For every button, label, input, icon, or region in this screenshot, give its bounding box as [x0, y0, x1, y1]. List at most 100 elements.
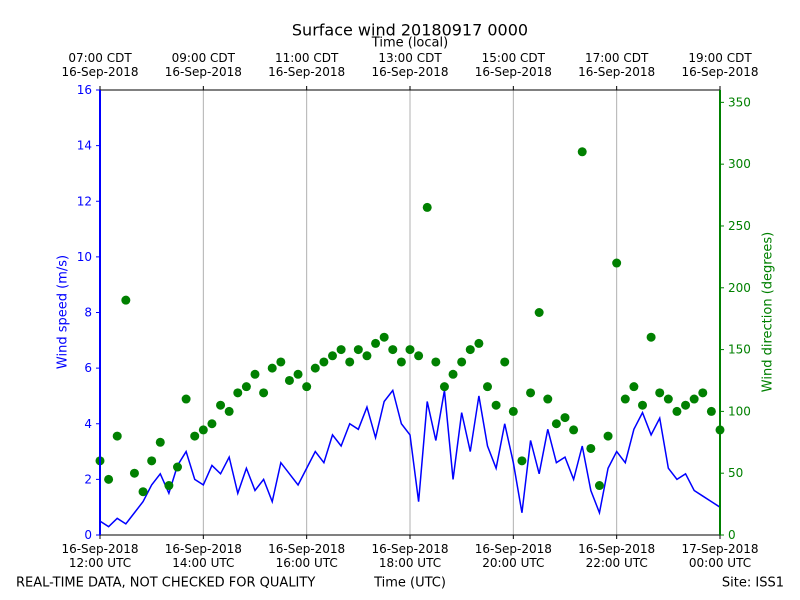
direction-dot — [439, 382, 449, 392]
direction-dot — [396, 357, 406, 367]
direction-dot — [465, 345, 475, 355]
direction-dot — [353, 345, 363, 355]
direction-dot — [638, 400, 647, 410]
direction-dot — [612, 258, 622, 268]
direction-dot — [328, 351, 337, 361]
direction-dot — [405, 345, 415, 355]
direction-dot — [302, 382, 312, 392]
direction-dot — [551, 419, 561, 429]
y-tick-label: 6 — [84, 361, 92, 375]
direction-dot — [534, 308, 544, 317]
x-tick-label: 16-Sep-2018 18:00 UTC — [371, 542, 448, 570]
y-axis-label: Wind speed (m/s) — [56, 255, 71, 369]
y2-tick-label: 300 — [728, 157, 751, 171]
y2-tick-label: 200 — [728, 281, 751, 295]
x2-tick-label: 11:00 CDT 16-Sep-2018 — [268, 51, 345, 79]
y2-tick-label: 100 — [728, 404, 751, 418]
y-tick-label: 12 — [77, 194, 92, 208]
direction-dot — [706, 406, 716, 416]
direction-dot — [293, 369, 303, 379]
footer-note: REAL-TIME DATA, NOT CHECKED FOR QUALITY — [16, 576, 315, 591]
direction-dot — [259, 388, 269, 398]
direction-dot — [414, 351, 424, 361]
direction-dot — [431, 357, 441, 367]
y-tick-label: 4 — [84, 417, 92, 431]
direction-dot — [233, 388, 243, 398]
direction-dot — [241, 382, 251, 392]
x2-tick-label: 07:00 CDT 16-Sep-2018 — [61, 51, 138, 79]
x-tick-label: 16-Sep-2018 14:00 UTC — [165, 542, 242, 570]
x-tick-label: 16-Sep-2018 16:00 UTC — [268, 542, 345, 570]
direction-dot — [620, 394, 630, 404]
direction-dot — [508, 406, 518, 416]
direction-dot — [681, 400, 691, 410]
y2-tick-label: 0 — [728, 528, 736, 542]
x-tick-label: 16-Sep-2018 20:00 UTC — [475, 542, 552, 570]
x-tick-label: 16-Sep-2018 22:00 UTC — [578, 542, 655, 570]
direction-dot — [483, 382, 492, 392]
x2-tick-label: 15:00 CDT 16-Sep-2018 — [475, 51, 552, 79]
direction-dot — [181, 394, 191, 404]
direction-dot — [448, 369, 458, 379]
y-tick-label: 14 — [77, 139, 92, 153]
direction-dot — [371, 338, 381, 348]
speed-line — [99, 388, 721, 528]
direction-dot — [689, 394, 699, 404]
direction-dot — [569, 425, 579, 435]
direction-dot — [198, 425, 208, 435]
direction-dot — [500, 357, 510, 367]
y2-tick-label: 50 — [728, 466, 743, 480]
y-tick-label: 16 — [77, 83, 92, 97]
direction-dot — [379, 332, 389, 342]
direction-dot — [586, 443, 596, 453]
direction-dot — [112, 431, 122, 441]
direction-dot — [173, 462, 182, 472]
direction-dot — [517, 456, 527, 466]
site-label: Site: ISS1 — [722, 576, 784, 591]
chart-title: Surface wind 20180917 0000 — [292, 21, 528, 40]
direction-dot — [388, 345, 398, 355]
x2-tick-label: 13:00 CDT 16-Sep-2018 — [371, 51, 448, 79]
direction-dot — [543, 394, 553, 404]
direction-dot — [224, 406, 234, 416]
direction-dot — [362, 351, 372, 361]
direction-dot — [603, 431, 613, 441]
y2-axis-label: Wind direction (degrees) — [761, 232, 776, 392]
direction-dot — [164, 481, 174, 491]
y2-tick-label: 350 — [728, 95, 751, 109]
direction-dot — [310, 363, 320, 373]
direction-dot — [190, 431, 200, 441]
x2-tick-label: 19:00 CDT 16-Sep-2018 — [681, 51, 758, 79]
y2-tick-label: 250 — [728, 219, 751, 233]
y-tick-label: 0 — [84, 528, 92, 542]
direction-dot — [284, 375, 294, 385]
direction-dot — [577, 147, 587, 157]
direction-dot — [216, 400, 226, 410]
direction-dot — [138, 487, 148, 497]
x2-tick-label: 17:00 CDT 16-Sep-2018 — [578, 51, 655, 79]
direction-dot — [474, 338, 484, 348]
direction-dot — [345, 357, 355, 367]
x2-tick-label: 09:00 CDT 16-Sep-2018 — [165, 51, 242, 79]
direction-dot — [663, 394, 673, 404]
direction-dot — [526, 388, 536, 398]
direction-dot — [422, 202, 432, 212]
direction-dot — [698, 388, 708, 398]
direction-dot — [560, 413, 570, 423]
x2-axis-label: Time (local) — [371, 36, 448, 51]
direction-dot — [646, 332, 656, 342]
direction-dot — [155, 437, 165, 447]
y-tick-label: 8 — [84, 306, 92, 320]
direction-dot — [336, 345, 346, 355]
y-tick-label: 10 — [77, 250, 92, 264]
y-tick-label: 2 — [84, 472, 92, 486]
direction-dot — [655, 388, 665, 398]
direction-dot — [594, 481, 604, 491]
direction-dot — [267, 363, 277, 373]
x-tick-label: 16-Sep-2018 12:00 UTC — [61, 542, 138, 570]
direction-dot — [672, 406, 682, 416]
direction-dot — [104, 474, 114, 484]
direction-dot — [250, 369, 260, 379]
direction-dot — [491, 400, 501, 410]
